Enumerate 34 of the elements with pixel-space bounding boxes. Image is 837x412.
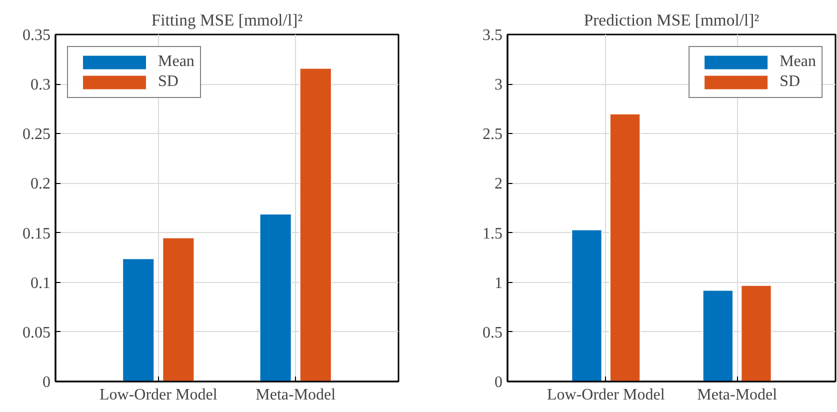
x-tick-label: Low-Order Model: [547, 386, 666, 404]
x-tick-label: Meta-Model: [697, 386, 778, 404]
legend-label: SD: [780, 73, 800, 91]
bar: [162, 237, 195, 382]
y-tick-label: 0: [494, 374, 502, 391]
bar: [299, 68, 332, 382]
y-tick-label: 0.2: [30, 176, 50, 193]
y-tick-label: 0.15: [22, 225, 50, 242]
legend-label: SD: [158, 73, 178, 91]
y-tick-label: 1.5: [482, 225, 502, 242]
bar: [571, 229, 602, 382]
bar: [702, 290, 734, 382]
chart-title: Prediction MSE [mmol/l]²: [584, 10, 760, 30]
y-tick-label: 0.25: [22, 126, 50, 144]
legend-label: Mean: [780, 53, 816, 71]
y-tick-label: 0.35: [22, 27, 50, 44]
y-tick-label: 3.5: [482, 27, 502, 44]
x-tick-label: Low-Order Model: [100, 386, 218, 404]
chart-title: Fitting MSE [mmol/l]²: [151, 10, 303, 30]
y-tick-label: 0.3: [30, 76, 50, 94]
y-tick-label: 0.05: [22, 324, 50, 342]
y-tick-label: 2.5: [482, 126, 502, 144]
y-tick-label: 0.5: [482, 324, 502, 342]
y-tick-label: 1: [494, 274, 502, 292]
legend-label: Mean: [158, 53, 194, 71]
y-tick-label: 0.1: [30, 274, 50, 292]
y-tick-label: 2: [494, 176, 502, 193]
bar: [609, 113, 641, 382]
y-tick-label: 0: [42, 374, 50, 391]
bar: [259, 213, 292, 382]
y-tick-label: 3: [494, 76, 502, 94]
x-tick-label: Meta-Model: [256, 386, 336, 404]
bar: [740, 284, 772, 382]
bar: [122, 258, 155, 382]
